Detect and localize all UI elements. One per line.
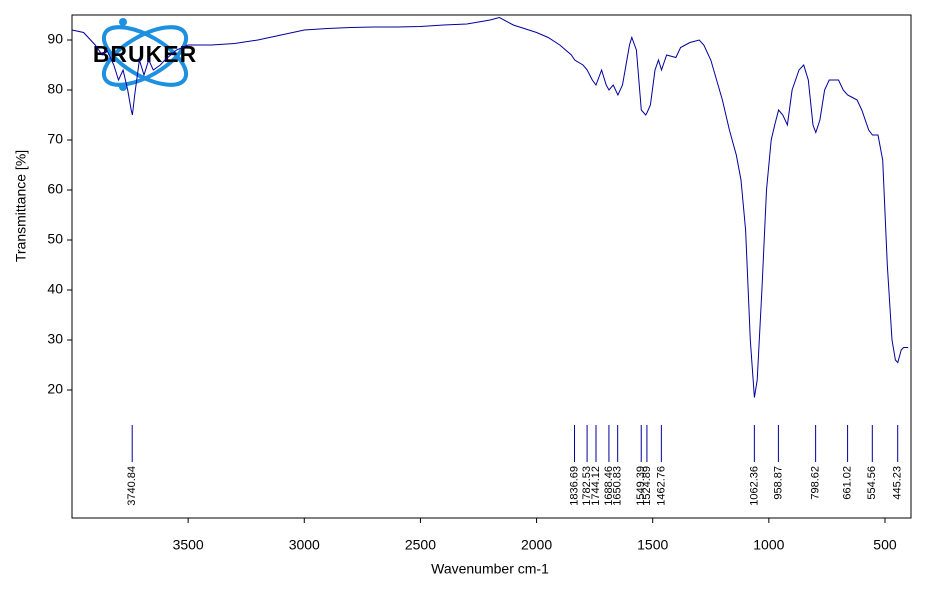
x-tick-label: 3000: [289, 537, 320, 553]
peak-label: 798.62: [810, 466, 822, 500]
peak-label: 1836.69: [568, 466, 580, 506]
peak-label: 958.87: [772, 466, 784, 500]
logo-text: BRUKER: [93, 41, 197, 67]
x-tick-label: 2000: [521, 537, 552, 553]
peak-label: 445.23: [892, 466, 904, 500]
y-tick-label: 60: [47, 181, 63, 197]
logo-dot: [119, 18, 127, 26]
y-tick-label: 40: [47, 281, 63, 297]
y-tick-label: 90: [47, 31, 63, 47]
peak-label: 1462.76: [655, 466, 667, 506]
peak-label: 3740.84: [126, 466, 138, 506]
y-tick-label: 70: [47, 131, 63, 147]
x-tick-label: 2500: [405, 537, 436, 553]
logo: BRUKER: [93, 18, 197, 91]
peak-label: 1549.39: [635, 466, 647, 506]
peak-label: 1524.89: [641, 466, 653, 506]
peak-label: 1688.46: [603, 466, 615, 506]
peak-label: 661.02: [841, 466, 853, 500]
y-axis-label: Transmittance [%]: [13, 150, 29, 262]
x-axis-label: Wavenumber cm-1: [431, 561, 549, 577]
peak-label: 554.56: [866, 466, 878, 500]
logo-orbit: [101, 25, 189, 87]
y-tick-label: 50: [47, 231, 63, 247]
y-tick-label: 80: [47, 81, 63, 97]
y-tick-label: 20: [47, 381, 63, 397]
x-tick-label: 3500: [173, 537, 204, 553]
peak-label: 1744.12: [590, 466, 602, 506]
x-tick-label: 1000: [753, 537, 784, 553]
spectrum-line: [71, 16, 909, 398]
logo-dot: [119, 83, 127, 91]
peak-label: 1650.83: [612, 466, 624, 506]
y-tick-label: 30: [47, 331, 63, 347]
logo-orbit: [101, 25, 189, 87]
x-tick-label: 1500: [637, 537, 668, 553]
plot-frame: [71, 14, 912, 519]
x-tick-label: 500: [873, 537, 897, 553]
peak-label: 1782.53: [581, 466, 593, 506]
peak-label: 1062.36: [748, 466, 760, 506]
